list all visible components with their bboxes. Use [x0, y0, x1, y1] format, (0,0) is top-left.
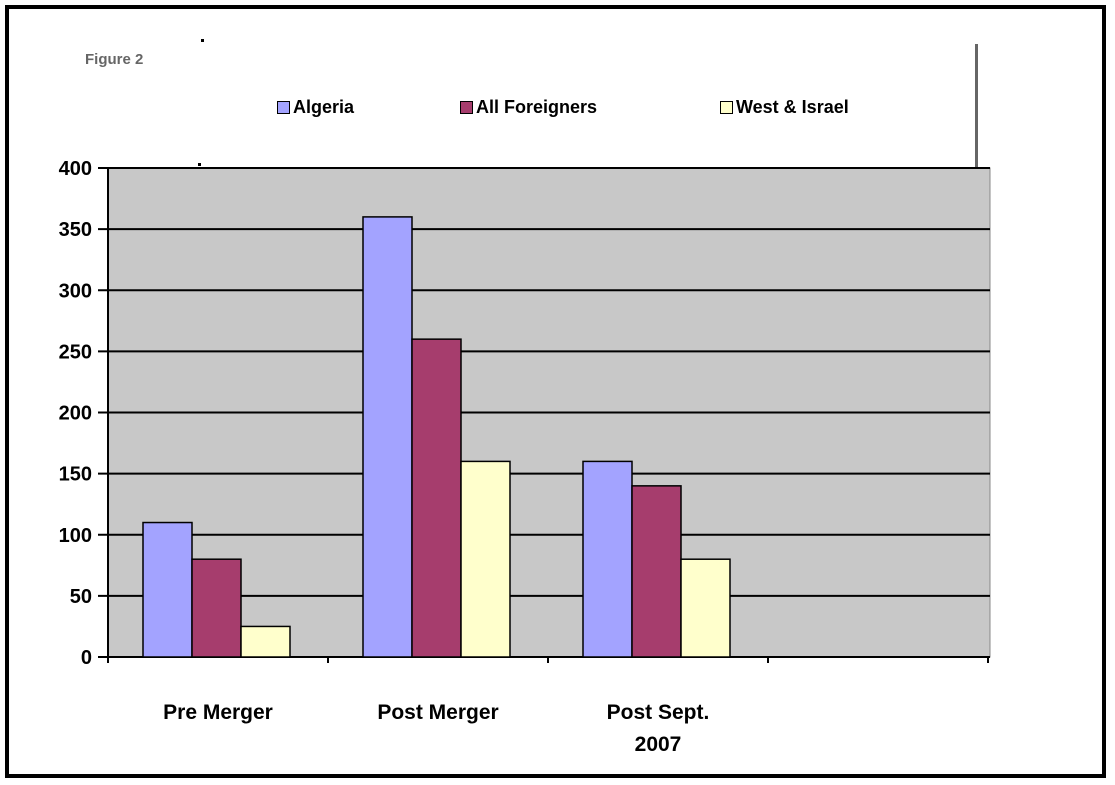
bar [582, 460, 633, 658]
legend-item-west-israel: West & Israel [720, 97, 849, 118]
bar [142, 521, 193, 658]
legend-label-west-israel: West & Israel [736, 97, 849, 117]
bar [460, 460, 511, 658]
x-tick-label: Pre Merger [163, 701, 273, 724]
figure-label: Figure 2 [85, 51, 144, 68]
legend-label-all-foreigners: All Foreigners [476, 97, 598, 117]
bar [631, 485, 682, 658]
y-tick-label: 400 [59, 158, 92, 180]
legend-swatch-west-israel [720, 101, 733, 114]
y-tick-label: 200 [59, 403, 92, 425]
y-tick-label: 250 [59, 341, 92, 363]
legend-swatch-algeria [277, 101, 290, 114]
y-tick-label: 150 [59, 464, 92, 486]
y-tick-label: 50 [70, 586, 92, 608]
y-tick-label: 0 [81, 647, 92, 669]
x-tick-label: Post Merger [377, 701, 498, 724]
bar [411, 338, 462, 658]
legend-item-algeria: Algeria [277, 97, 354, 118]
legend-item-all-foreigners: All Foreigners [460, 97, 597, 118]
decorative-dot [201, 39, 204, 42]
y-tick-label: 100 [59, 525, 92, 547]
legend-divider [975, 44, 978, 169]
bar [680, 558, 731, 658]
y-tick-label: 350 [59, 219, 92, 241]
legend-swatch-all-foreigners [460, 101, 473, 114]
bar [191, 558, 242, 658]
bar [362, 216, 413, 658]
x-tick-label: Post Sept. [607, 701, 710, 724]
y-tick-label: 300 [59, 280, 92, 302]
decorative-dot [198, 163, 201, 166]
bar [240, 625, 291, 658]
x-tick-label: 2007 [635, 733, 682, 756]
legend-label-algeria: Algeria [293, 97, 355, 117]
